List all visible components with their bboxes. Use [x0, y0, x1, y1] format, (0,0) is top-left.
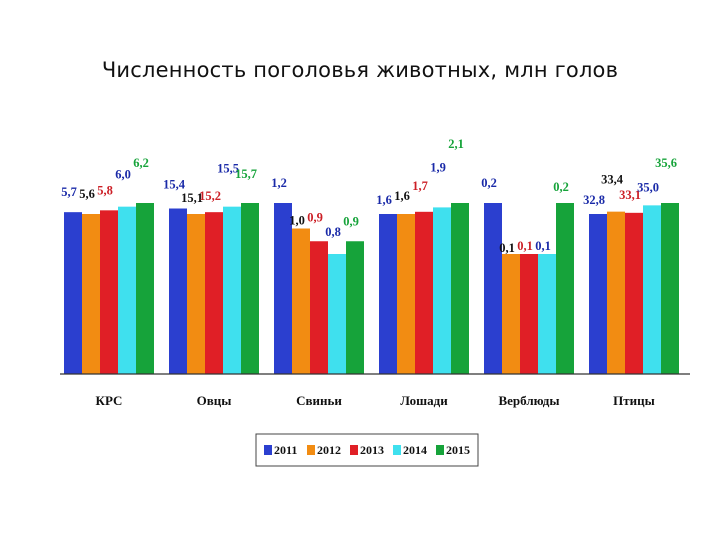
bar-Верблюды-2014 — [538, 254, 556, 374]
legend-label-2011: 2011 — [274, 443, 297, 457]
bar-Птицы-2013 — [625, 212, 643, 374]
legend-swatch-2012 — [307, 445, 315, 455]
value-label-Лошади-2013: 1,7 — [412, 179, 428, 193]
legend-swatch-2013 — [350, 445, 358, 455]
value-label-Овцы-2011: 15,4 — [163, 178, 186, 192]
bar-Свиньи-2011 — [274, 203, 292, 374]
bar-Овцы-2014 — [223, 206, 241, 374]
bar-Лошади-2014 — [433, 207, 451, 374]
category-label: Лошади — [400, 393, 448, 408]
bar-Лошади-2011 — [379, 214, 397, 374]
chart-title: Численность поголовья животных, млн голо… — [101, 58, 619, 82]
bar-Лошади-2015 — [451, 203, 469, 374]
bar-Птицы-2015 — [661, 203, 679, 374]
value-label-Верблюды-2013: 0,1 — [517, 239, 533, 253]
bar-КРС-2011 — [64, 212, 82, 374]
bar-КРС-2012 — [82, 214, 100, 374]
value-label-Лошади-2015: 2,1 — [448, 137, 464, 151]
value-label-Птицы-2014: 35,0 — [637, 180, 659, 194]
value-label-Овцы-2013: 15,2 — [199, 189, 221, 203]
bar-Овцы-2011 — [169, 208, 187, 374]
legend-swatch-2014 — [393, 445, 401, 455]
bars-layer — [64, 203, 679, 374]
bar-Свиньи-2014 — [328, 254, 346, 374]
legend-swatch-2015 — [436, 445, 444, 455]
bar-КРС-2015 — [136, 203, 154, 374]
value-label-Птицы-2011: 32,8 — [583, 193, 605, 207]
category-label: Овцы — [197, 393, 232, 408]
value-label-Овцы-2015: 15,7 — [235, 167, 257, 181]
value-label-Свиньи-2011: 1,2 — [271, 176, 287, 190]
value-label-Овцы-2014: 15,5 — [217, 162, 239, 176]
bar-Птицы-2011 — [589, 214, 607, 374]
bar-КРС-2013 — [100, 210, 118, 374]
value-labels-layer: 5,7 5,6 5,86,06,2 15,415,115,2 15,515,7 1,2 1,… — [61, 137, 677, 255]
value-label-Лошади-2014: 1,9 — [430, 160, 446, 174]
value-label-КРС-2013: 5,8 — [97, 183, 113, 197]
bar-Верблюды-2015 — [556, 203, 574, 374]
bar-Птицы-2014 — [643, 205, 661, 374]
value-label-КРС-2014: 6,0 — [115, 168, 131, 182]
value-label-КРС-2015: 6,2 — [133, 156, 149, 170]
category-labels-layer: КРС Овцы Свиньи Лошади Верблюды Птицы — [96, 393, 655, 408]
value-label-Верблюды-2014: 0,1 — [535, 239, 551, 253]
legend: 2011 2012 2013 2014 2015 — [255, 433, 479, 467]
bar-Свиньи-2012 — [292, 228, 310, 374]
bar-Лошади-2012 — [397, 214, 415, 374]
category-label: Птицы — [613, 393, 655, 408]
value-label-КРС-2012: 5,6 — [79, 187, 95, 201]
legend-label-2015: 2015 — [446, 443, 470, 457]
category-label: КРС — [96, 393, 123, 408]
value-label-Верблюды-2011: 0,2 — [481, 176, 497, 190]
category-label: Верблюды — [498, 393, 559, 408]
value-label-Свиньи-2012: 1,0 — [289, 214, 305, 228]
value-label-Овцы-2012: 15,1 — [181, 191, 203, 205]
value-label-Свиньи-2013: 0,9 — [307, 210, 323, 224]
bar-КРС-2014 — [118, 206, 136, 374]
value-label-Лошади-2011: 1,6 — [376, 193, 392, 207]
bar-Верблюды-2012 — [502, 254, 520, 374]
bar-Свиньи-2015 — [346, 241, 364, 374]
legend-label-2012: 2012 — [317, 443, 341, 457]
value-label-Птицы-2015: 35,6 — [655, 156, 677, 170]
value-label-Свиньи-2014: 0,8 — [325, 225, 341, 239]
value-label-Верблюды-2012: 0,1 — [499, 241, 515, 255]
bar-Овцы-2013 — [205, 212, 223, 374]
bar-Лошади-2013 — [415, 211, 433, 374]
bar-Птицы-2012 — [607, 211, 625, 374]
legend-label-2013: 2013 — [360, 443, 384, 457]
value-label-Лошади-2012: 1,6 — [394, 189, 410, 203]
legend-label-2014: 2014 — [403, 443, 427, 457]
bar-Свиньи-2013 — [310, 241, 328, 374]
category-label: Свиньи — [296, 393, 342, 408]
bar-Верблюды-2013 — [520, 254, 538, 374]
value-label-КРС-2011: 5,7 — [61, 185, 77, 199]
value-label-Птицы-2012: 33,4 — [601, 173, 624, 187]
bar-Овцы-2015 — [241, 203, 259, 374]
bar-Верблюды-2011 — [484, 203, 502, 374]
bar-Овцы-2012 — [187, 214, 205, 374]
value-label-Свиньи-2015: 0,9 — [343, 214, 359, 228]
value-label-Птицы-2013: 33,1 — [619, 188, 641, 202]
legend-swatch-2011 — [264, 445, 272, 455]
value-label-Верблюды-2015: 0,2 — [553, 180, 569, 194]
